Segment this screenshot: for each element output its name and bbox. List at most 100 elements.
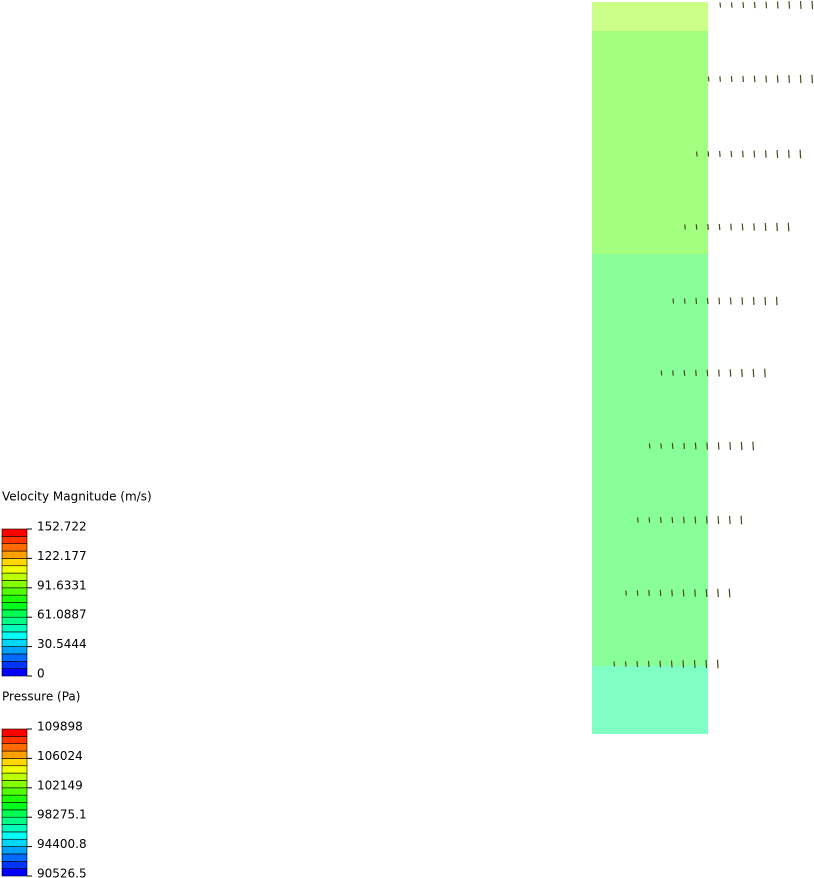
vector bbox=[705, 589, 708, 597]
color-band bbox=[1, 660, 28, 669]
vector bbox=[636, 661, 639, 667]
vector bbox=[730, 223, 732, 231]
vector bbox=[684, 224, 686, 230]
color-band bbox=[1, 743, 28, 752]
vector bbox=[752, 368, 755, 378]
vector bbox=[729, 515, 731, 525]
vector bbox=[799, 74, 802, 84]
vector bbox=[670, 660, 673, 668]
vector bbox=[717, 442, 720, 450]
vector bbox=[707, 224, 709, 230]
field-band bbox=[592, 666, 708, 734]
vector bbox=[683, 516, 685, 524]
vector bbox=[741, 297, 744, 305]
color-band bbox=[1, 765, 28, 774]
vector bbox=[811, 0, 814, 10]
vector bbox=[716, 659, 719, 669]
vector bbox=[742, 75, 744, 83]
color-band bbox=[1, 668, 28, 677]
vector bbox=[718, 297, 721, 305]
vector bbox=[729, 442, 731, 450]
vector bbox=[753, 223, 755, 231]
legend-label: 61.0887 bbox=[37, 608, 87, 622]
color-band bbox=[1, 616, 28, 625]
color-band bbox=[1, 602, 28, 611]
vector bbox=[694, 516, 697, 524]
vector bbox=[695, 224, 698, 230]
vector bbox=[648, 590, 650, 596]
vector bbox=[741, 223, 744, 231]
legend-label: 90526.5 bbox=[37, 867, 87, 878]
vector bbox=[659, 660, 662, 668]
field bbox=[592, 2, 708, 734]
legend-label: 98275.1 bbox=[37, 808, 87, 822]
legend-label: 152.722 bbox=[37, 520, 87, 534]
vector bbox=[765, 75, 767, 83]
color-band bbox=[1, 565, 28, 574]
vector bbox=[647, 660, 650, 668]
color-band bbox=[1, 736, 28, 744]
vector bbox=[788, 75, 790, 83]
vector bbox=[752, 441, 754, 451]
color-band bbox=[1, 594, 28, 603]
color-band bbox=[1, 809, 28, 818]
vector bbox=[811, 74, 813, 84]
vector bbox=[753, 75, 756, 83]
vector bbox=[660, 443, 662, 449]
color-band bbox=[1, 794, 28, 803]
vector bbox=[613, 661, 616, 667]
legend-label: 122.177 bbox=[37, 549, 87, 563]
vector bbox=[682, 589, 685, 597]
color-band bbox=[1, 750, 28, 759]
vector bbox=[776, 1, 779, 9]
vector bbox=[730, 150, 733, 158]
vector bbox=[788, 1, 791, 9]
vector bbox=[625, 590, 627, 596]
vector bbox=[740, 515, 743, 525]
vector bbox=[648, 443, 651, 449]
vector bbox=[717, 516, 720, 524]
vector bbox=[764, 296, 767, 306]
vector bbox=[729, 369, 732, 377]
legend-label: 30.5444 bbox=[37, 637, 87, 651]
color-band bbox=[1, 853, 28, 862]
vector bbox=[775, 296, 778, 306]
vector bbox=[787, 222, 790, 232]
vector bbox=[765, 150, 767, 158]
vector bbox=[683, 370, 686, 376]
color-band bbox=[1, 609, 28, 618]
legend-label: 102149 bbox=[37, 778, 83, 792]
vector bbox=[753, 150, 756, 158]
color-band bbox=[1, 787, 28, 796]
vector bbox=[752, 297, 755, 305]
vector bbox=[671, 443, 674, 449]
color-band bbox=[1, 638, 28, 647]
vector bbox=[695, 369, 697, 377]
color-band bbox=[1, 772, 28, 781]
vector bbox=[693, 660, 696, 668]
vector bbox=[764, 368, 766, 378]
color-band bbox=[1, 758, 28, 767]
vector bbox=[753, 1, 756, 9]
vector bbox=[730, 76, 733, 82]
vector bbox=[660, 370, 663, 376]
vector bbox=[683, 442, 685, 450]
legend-label: 109898 bbox=[37, 720, 83, 734]
vector bbox=[672, 370, 674, 376]
color-band bbox=[1, 824, 28, 833]
vector bbox=[719, 76, 721, 82]
field-band bbox=[592, 31, 708, 254]
color-band bbox=[1, 536, 28, 544]
vector bbox=[705, 659, 708, 669]
legend-title: Pressure (Pa) bbox=[2, 690, 80, 704]
vector bbox=[683, 298, 686, 304]
legend-label: 94400.8 bbox=[37, 837, 87, 851]
vector bbox=[671, 589, 673, 597]
color-band bbox=[1, 846, 28, 855]
vector bbox=[730, 2, 733, 8]
vector bbox=[718, 223, 721, 231]
vector bbox=[740, 441, 743, 451]
vectors bbox=[613, 0, 814, 669]
vector bbox=[637, 517, 639, 523]
vector bbox=[706, 442, 708, 450]
